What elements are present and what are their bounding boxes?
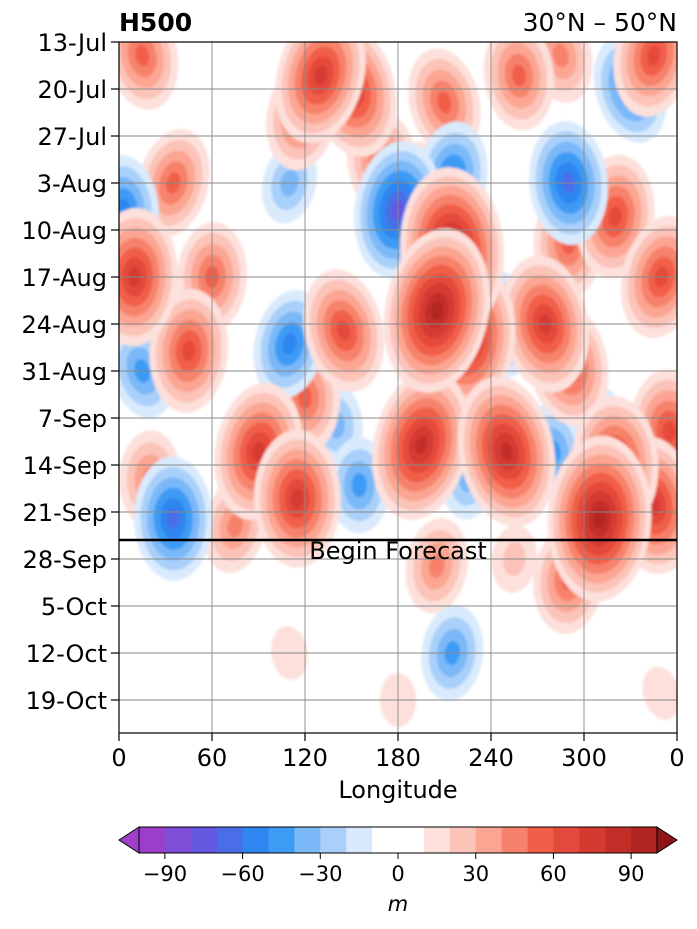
y-tick-label: 3-Aug [37,170,107,198]
anomaly-contour [511,64,526,87]
anomaly-contour [337,320,351,341]
anomaly-blob [149,288,229,413]
colorbar-swatch [216,827,244,853]
anomaly-contour [135,44,150,67]
y-axis: 13-Jul 20-Jul 27-Jul 3-Aug 10-Aug 17-Aug 24-Au… [21,29,119,715]
colorbar-swatch [501,827,528,853]
anomaly-blob [328,437,391,534]
chart-title-right: 30°N – 50°N [523,8,677,37]
anomaly-contour [428,553,445,578]
y-tick-label: 20-Jul [38,76,108,104]
anomaly-contour [500,442,513,461]
anomaly-contour [166,508,180,530]
anomaly-blob [383,228,490,393]
anomaly-contour [593,509,606,528]
colorbar-tick-label: −60 [220,862,264,886]
y-tick-label: 24-Aug [21,311,107,339]
chart-title-left: H500 [119,8,192,37]
colorbar-swatch [346,827,373,853]
colorbar-swatch [372,827,425,853]
y-tick-label: 10-Aug [21,217,107,245]
anomaly-blob [613,42,677,117]
x-tick-label: 180 [375,744,421,772]
anomaly-blob [405,518,469,614]
colorbar-swatch [605,827,632,853]
anomaly-blob [119,42,179,110]
colorbar-label: m [388,892,408,916]
x-tick-label: 120 [282,744,328,772]
anomaly-contour [182,340,196,362]
y-tick-label: 13-Jul [38,29,108,57]
x-axis-label: Longitude [338,776,457,804]
anomaly-blob [253,429,341,568]
x-tick-label: 0 [669,744,684,772]
colorbar-swatch [423,827,451,853]
x-tick-label: 60 [197,744,228,772]
y-tick-label: 12-Oct [26,640,107,668]
colorbar-tick-label: −90 [143,862,187,886]
colorbar-swatch [631,827,658,853]
colorbar-swatch [242,827,269,853]
colorbar-swatch [139,827,166,853]
colorbar-swatch [579,827,606,853]
anomaly-blob [483,42,555,131]
y-tick-label: 17-Aug [21,264,107,292]
anomaly-contour [662,421,676,442]
x-axis: 0 60 120 180 240 300 0 [111,733,685,772]
x-tick-label: 300 [561,744,607,772]
x-tick-label: 240 [468,744,514,772]
anomaly-contour [552,43,569,68]
colorbar-under-arrow [118,826,140,854]
anomaly-contour [430,301,443,320]
anomaly-contour [642,666,677,720]
anomaly-contour [291,488,304,509]
anomaly-contour [351,473,367,498]
anomaly-blob [275,42,366,144]
anomaly-contour [437,91,452,114]
colorbar-swatch [475,827,503,853]
anomaly-contour [282,333,297,355]
colorbar-swatch [527,827,554,853]
anomaly-blob [457,376,556,527]
colorbar-swatch [268,827,295,853]
y-tick-label: 28-Sep [23,546,107,574]
anomaly-blob [303,269,385,392]
y-tick-label: 7-Sep [38,405,107,433]
colorbar-over-arrow [656,826,678,854]
colorbar-tick-label: −30 [298,862,342,886]
colorbar-swatch [320,827,347,853]
colorbar-swatch [553,827,580,853]
y-tick-label: 5-Oct [41,593,107,621]
colorbar-tick-label: 60 [540,862,567,886]
colorbar-tick-label: 30 [462,862,489,886]
x-tick-label: 0 [111,744,126,772]
anomaly-contour [314,65,327,86]
plot-area [119,42,677,733]
anomaly-field [119,42,677,727]
y-tick-label: 19-Oct [26,687,107,715]
forecast-start-label: Begin Forecast [309,537,487,565]
anomaly-blob [372,369,471,520]
anomaly-contour [415,435,428,455]
colorbar-tick-label: 90 [618,862,645,886]
grid-lines [119,42,677,733]
anomaly-contour [252,441,265,462]
anomaly-contour [227,513,244,538]
y-tick-label: 21-Sep [23,499,107,527]
y-tick-label: 27-Jul [38,123,108,151]
colorbar-swatch [294,827,321,853]
anomaly-contour [608,206,622,227]
colorbar-swatch [190,827,218,853]
anomaly-blob [547,435,652,602]
y-tick-label: 14-Sep [23,452,107,480]
y-tick-label: 31-Aug [21,358,107,386]
colorbar-tick-label: 0 [391,862,404,886]
colorbar: −90 −60 −30 0 30 60 90 [118,826,678,886]
colorbar-swatch [164,827,192,853]
anomaly-contour [647,45,661,66]
anomaly-blob [642,666,677,720]
colorbar-swatch [449,827,477,853]
